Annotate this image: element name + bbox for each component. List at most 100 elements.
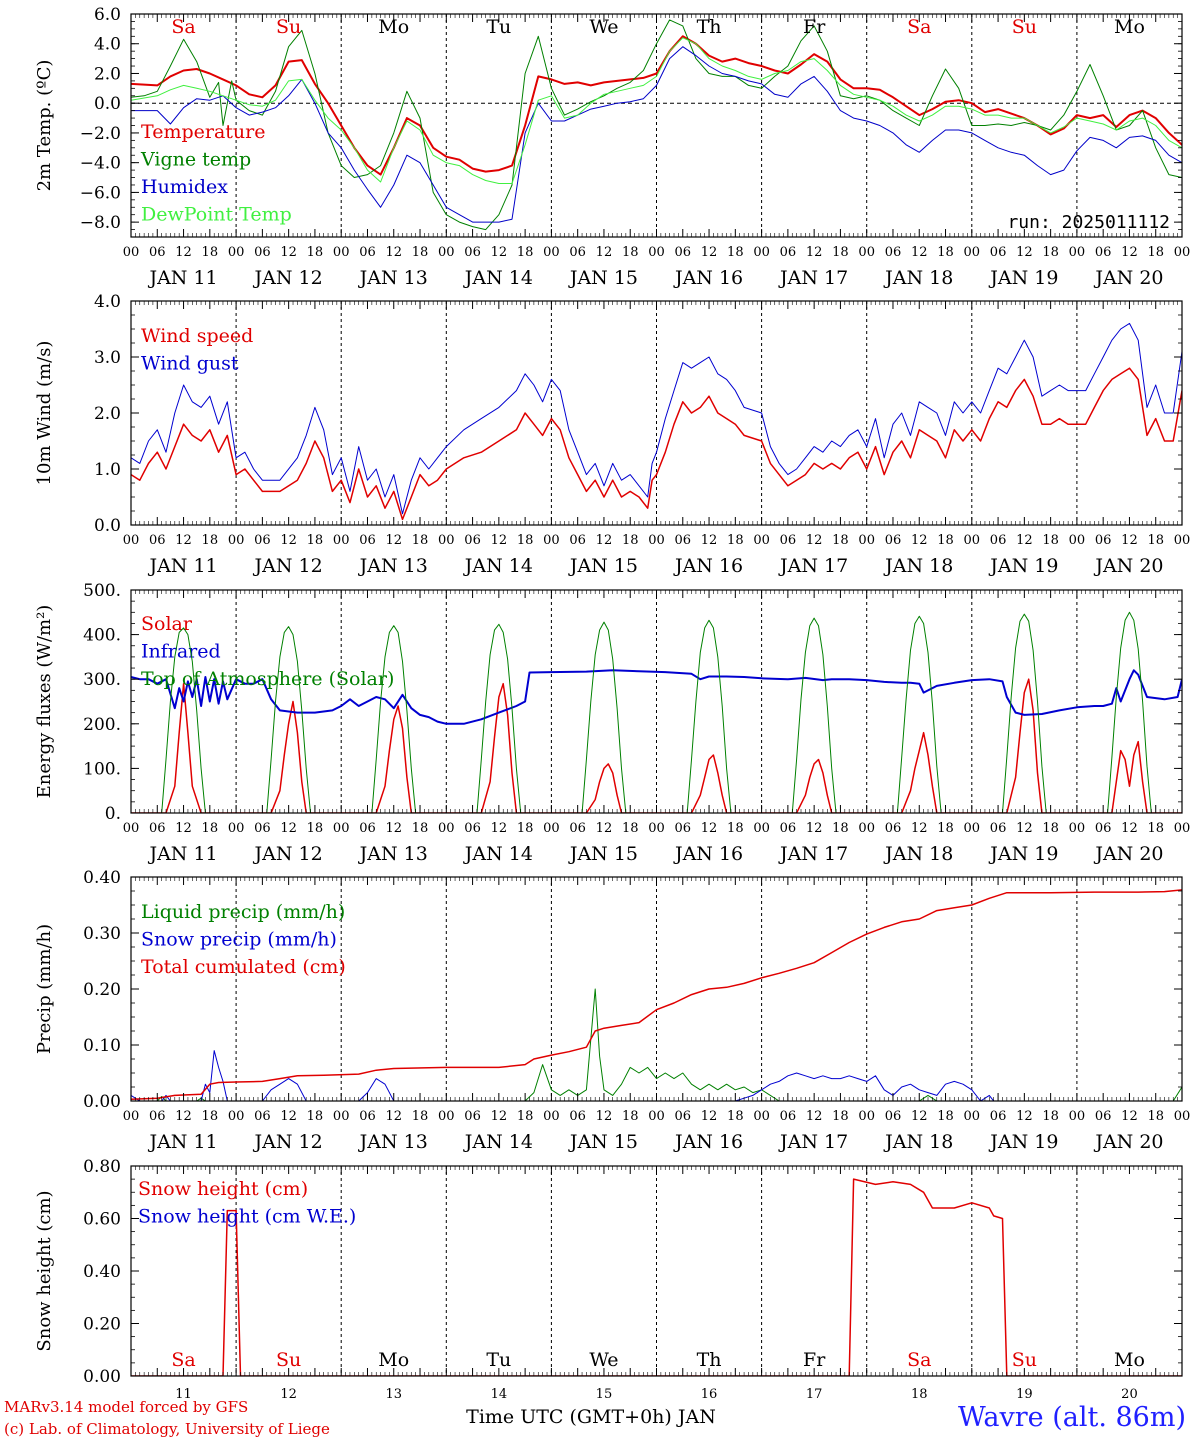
weekday-label: Sa — [171, 1349, 195, 1371]
x-day-label: JAN 13 — [358, 1131, 428, 1153]
x-hour-label: 00 — [543, 533, 560, 548]
x-hour-label: 00 — [858, 1109, 875, 1124]
x-hour-label: 00 — [964, 245, 981, 260]
series-line-wind-speed — [131, 367, 1182, 521]
x-hour-label: 12 — [806, 533, 823, 548]
y-tick-label: 0.40 — [83, 868, 121, 888]
x-day-label: JAN 16 — [673, 843, 743, 865]
y-axis-label: 10m Wind (m/s) — [34, 341, 55, 486]
x-day-number: 18 — [911, 1387, 928, 1402]
y-tick-label: 1.0 — [94, 460, 121, 480]
x-hour-label: 00 — [543, 821, 560, 836]
x-day-label: JAN 12 — [253, 1131, 323, 1153]
weekday-label: Sa — [907, 16, 931, 38]
plot-frame — [130, 300, 1183, 526]
legend-entry: Solar — [141, 613, 193, 635]
x-day-label: JAN 15 — [568, 1131, 638, 1153]
x-day-label: JAN 17 — [778, 843, 848, 865]
x-hour-label: 00 — [228, 821, 245, 836]
legend-entry: Liquid precip (mm/h) — [141, 901, 345, 923]
x-hour-label: 00 — [333, 1109, 350, 1124]
x-day-number: 16 — [701, 1387, 718, 1402]
weekday-label: Mo — [378, 16, 409, 38]
x-hour-label: 12 — [596, 821, 613, 836]
legend-entry: Wind gust — [141, 353, 239, 375]
x-hour-label: 18 — [832, 245, 849, 260]
y-tick-label: 400. — [83, 626, 121, 646]
x-day-number: 11 — [175, 1387, 192, 1402]
x-hour-label: 00 — [438, 821, 455, 836]
panel-5: Snow height (cm) Snow height (cm W.E.) 0.8… — [34, 1157, 1183, 1428]
x-hour-label: 18 — [517, 821, 534, 836]
x-hour-label: 06 — [359, 533, 376, 548]
x-day-label: JAN 15 — [568, 555, 638, 577]
x-hour-label: 18 — [727, 821, 744, 836]
y-tick-label: 3.0 — [94, 348, 121, 368]
x-hour-label: 00 — [1174, 245, 1191, 260]
x-hour-label: 18 — [307, 245, 324, 260]
x-hour-label: 18 — [202, 533, 219, 548]
x-hour-label: 06 — [1095, 821, 1112, 836]
x-hour-label: 00 — [543, 1109, 560, 1124]
x-hour-label: 06 — [675, 1109, 692, 1124]
x-day-label: JAN 12 — [253, 267, 323, 289]
x-hour-label: 12 — [280, 821, 297, 836]
x-hour-label: 18 — [307, 1109, 324, 1124]
legend-entry: Humidex — [141, 176, 228, 198]
x-hour-label: 18 — [1042, 821, 1059, 836]
x-hour-label: 06 — [464, 1109, 481, 1124]
series-line-infrared — [131, 669, 1182, 725]
series-line-vigne-temp — [131, 19, 1182, 231]
x-hour-label: 12 — [491, 1109, 508, 1124]
x-hour-label: 18 — [1042, 533, 1059, 548]
x-day-label: JAN 14 — [463, 1131, 533, 1153]
y-tick-label: 0.80 — [83, 1157, 121, 1177]
x-hour-label: 06 — [990, 245, 1007, 260]
x-hour-label: 00 — [964, 1109, 981, 1124]
plot-frame — [130, 589, 1183, 814]
x-day-label: JAN 12 — [253, 555, 323, 577]
x-hour-label: 12 — [175, 245, 192, 260]
x-hour-label: 18 — [202, 1109, 219, 1124]
x-hour-label: 18 — [622, 1109, 639, 1124]
x-hour-label: 06 — [780, 821, 797, 836]
x-day-label: JAN 16 — [673, 1131, 743, 1153]
x-hour-label: 00 — [753, 821, 770, 836]
location-title: Wavre (alt. 86m) — [958, 1402, 1186, 1433]
x-hour-label: 00 — [123, 821, 140, 836]
x-hour-label: 18 — [937, 821, 954, 836]
x-hour-label: 00 — [1174, 821, 1191, 836]
x-hour-label: 06 — [569, 1109, 586, 1124]
x-day-label: JAN 19 — [988, 555, 1058, 577]
x-hour-label: 06 — [359, 821, 376, 836]
x-hour-label: 12 — [175, 821, 192, 836]
x-hour-label: 12 — [806, 1109, 823, 1124]
x-hour-label: 18 — [1147, 1109, 1164, 1124]
x-hour-label: 06 — [780, 245, 797, 260]
y-tick-label: −8.0 — [80, 213, 121, 233]
legend-entry: Snow precip (mm/h) — [141, 929, 337, 951]
y-axis-label: 2m Temp. (ºC) — [34, 60, 55, 192]
x-hour-label: 18 — [937, 245, 954, 260]
legend-entry: Wind speed — [141, 325, 253, 347]
x-hour-label: 06 — [359, 1109, 376, 1124]
x-hour-label: 12 — [596, 245, 613, 260]
x-hour-label: 12 — [911, 533, 928, 548]
x-hour-label: 18 — [517, 533, 534, 548]
weekday-label: Mo — [1114, 1349, 1145, 1371]
x-hour-label: 06 — [780, 1109, 797, 1124]
x-day-label: JAN 20 — [1093, 843, 1163, 865]
x-hour-label: 00 — [1069, 1109, 1086, 1124]
x-day-label: JAN 17 — [778, 267, 848, 289]
x-hour-label: 12 — [596, 1109, 613, 1124]
x-hour-label: 18 — [517, 245, 534, 260]
x-day-label: JAN 14 — [463, 555, 533, 577]
x-hour-label: 00 — [1174, 1109, 1191, 1124]
x-day-number: 13 — [385, 1387, 402, 1402]
x-hour-label: 12 — [1121, 533, 1138, 548]
x-hour-label: 18 — [307, 533, 324, 548]
y-tick-label: −6.0 — [80, 183, 121, 203]
weekday-label: Th — [697, 1349, 722, 1371]
weekday-label: Su — [276, 1349, 301, 1371]
x-hour-label: 12 — [280, 1109, 297, 1124]
